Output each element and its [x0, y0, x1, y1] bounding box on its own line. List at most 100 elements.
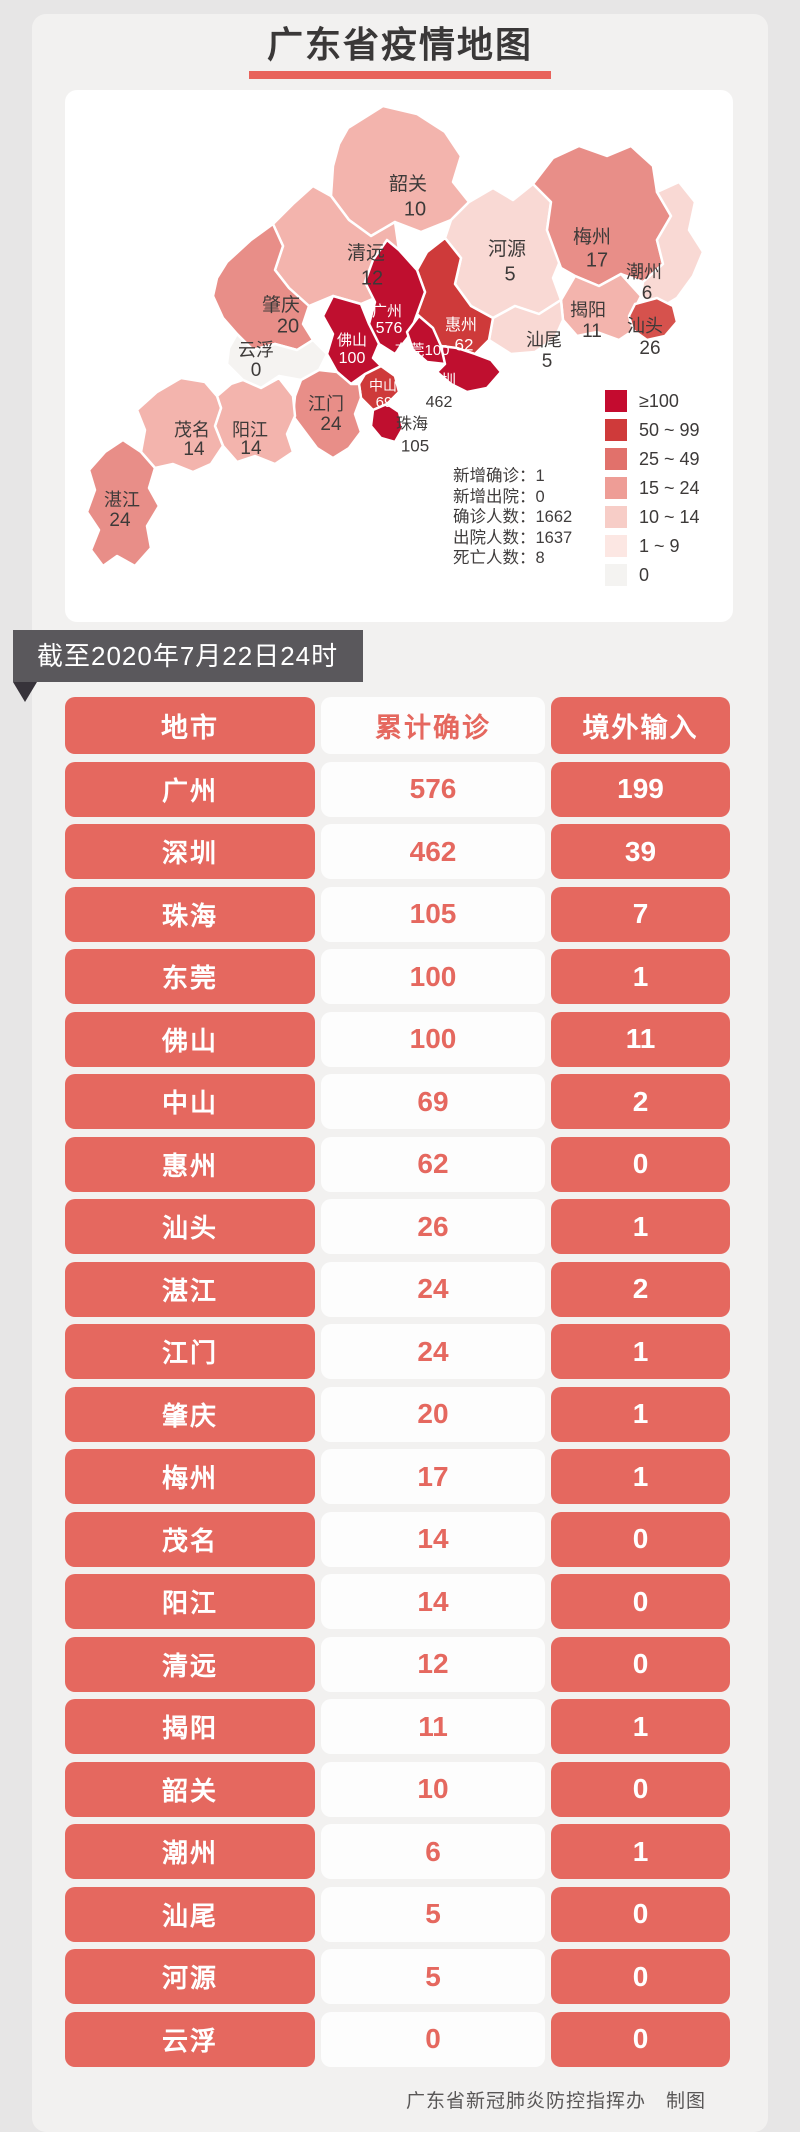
city-cell: 云浮 [65, 2011, 315, 2067]
map-region-label: 汕尾 [526, 330, 562, 350]
legend-item: 25 ~ 49 [605, 448, 700, 470]
city-cell: 汕尾 [65, 1886, 315, 1942]
map-region [321, 294, 383, 386]
title-underline [249, 71, 551, 79]
header-confirmed: 累计确诊 [321, 697, 545, 754]
table-row: 云浮 0 0 [65, 2011, 730, 2067]
table-row: 阳江 14 0 [65, 1574, 730, 1629]
city-cell: 深圳 [65, 824, 315, 879]
page-title: 广东省疫情地图 [266, 24, 533, 65]
table-row: 清远 12 0 [65, 1636, 730, 1692]
map-region [85, 438, 161, 568]
confirmed-cell: 17 [321, 1449, 545, 1504]
map-region [627, 296, 679, 342]
imported-cell: 199 [551, 761, 730, 817]
city-cell: 东莞 [65, 949, 315, 1004]
stat-line: 死亡人数：8 [453, 549, 545, 567]
table-row: 汕头 26 1 [65, 1199, 730, 1254]
confirmed-cell: 10 [321, 1761, 545, 1817]
confirmed-cell: 62 [321, 1136, 545, 1192]
imported-cell: 0 [551, 1136, 730, 1192]
city-cell: 清远 [65, 1636, 315, 1692]
city-cell: 中山 [65, 1074, 315, 1129]
city-data-table: 地市 累计确诊 境外输入 广州 576 199 深圳 462 39 珠海 105 7 东莞 100 1… [65, 697, 730, 2074]
legend-label: ≥100 [639, 390, 679, 411]
ribbon-fold [13, 682, 37, 702]
imported-cell: 1 [551, 1449, 730, 1504]
confirmed-cell: 576 [321, 761, 545, 817]
epidemic-map-card: 韶关 10 清远 12 河源 5 梅州 17 潮州 6 揭阳 11 汕头 26 汕尾 5 惠州 62 广州 576 东莞… [65, 90, 733, 622]
map-region [363, 238, 427, 356]
map-region-label: 11 [582, 321, 602, 342]
confirmed-cell: 24 [321, 1324, 545, 1379]
map-region-label: 清远 [347, 242, 385, 264]
header-city: 地市 [65, 697, 315, 754]
city-cell: 广州 [65, 761, 315, 817]
table-row: 深圳 462 39 [65, 824, 730, 879]
map-region-label: 62 [455, 335, 474, 354]
map-region-label: 24 [320, 414, 342, 435]
map-region-label: 26 [639, 338, 660, 359]
map-region-label: 梅州 [573, 226, 611, 248]
imported-cell: 39 [551, 824, 730, 879]
imported-cell: 11 [551, 1011, 730, 1067]
page-card: 广东省疫情地图 韶关 10 清远 12 河源 5 梅州 17 潮州 6 揭阳 11 汕头 26 汕尾 5 惠州 6… [13, 14, 768, 2132]
table-row: 揭阳 11 1 [65, 1699, 730, 1754]
imported-cell: 1 [551, 1699, 730, 1754]
table-row: 东莞 100 1 [65, 949, 730, 1004]
table-row: 梅州 17 1 [65, 1449, 730, 1504]
confirmed-cell: 6 [321, 1824, 545, 1879]
confirmed-cell: 69 [321, 1074, 545, 1129]
map-region-label: 462 [426, 394, 453, 411]
city-cell: 梅州 [65, 1449, 315, 1504]
map-region-label: 10 [404, 198, 426, 220]
map-region-label: 珠海 [396, 415, 428, 433]
table-row: 潮州 6 1 [65, 1824, 730, 1879]
confirmed-cell: 5 [321, 1886, 545, 1942]
map-region-label: 24 [109, 510, 131, 531]
legend-item: 0 [605, 564, 700, 586]
table-header-row: 地市 累计确诊 境外输入 [65, 697, 730, 754]
legend-label: 15 ~ 24 [639, 477, 700, 498]
imported-cell: 7 [551, 886, 730, 942]
city-cell: 茂名 [65, 1511, 315, 1567]
map-region [487, 298, 565, 356]
map-region-label: 河源 [488, 238, 526, 260]
imported-cell: 2 [551, 1074, 730, 1129]
map-region [135, 376, 225, 474]
legend-label: 1 ~ 9 [639, 535, 680, 556]
table-row: 肇庆 20 1 [65, 1386, 730, 1442]
city-cell: 肇庆 [65, 1386, 315, 1442]
map-region-label: 576 [376, 320, 403, 337]
legend-swatch [605, 564, 627, 586]
map-region-label: 14 [183, 439, 205, 460]
confirmed-cell: 26 [321, 1199, 545, 1254]
header-imported: 境外输入 [551, 697, 730, 754]
table-row: 河源 5 0 [65, 1949, 730, 2004]
table-row: 中山 69 2 [65, 1074, 730, 1129]
imported-cell: 1 [551, 1824, 730, 1879]
table-row: 珠海 105 7 [65, 886, 730, 942]
confirmed-cell: 0 [321, 2011, 545, 2067]
map-region-label: 0 [251, 360, 262, 381]
map-region-label: 105 [401, 436, 429, 455]
map-region-label: 6 [642, 283, 653, 304]
legend-item: 15 ~ 24 [605, 477, 700, 499]
header: 广东省疫情地图 [32, 26, 768, 79]
map-region-label: 14 [240, 438, 262, 459]
city-cell: 汕头 [65, 1199, 315, 1254]
legend-swatch [605, 390, 627, 412]
legend-item: 10 ~ 14 [605, 506, 700, 528]
stat-line: 确诊人数：1662 [453, 508, 573, 526]
map-region-label: 17 [586, 249, 608, 271]
map-region-label: 汕头 [627, 316, 663, 336]
imported-cell: 0 [551, 1886, 730, 1942]
legend-swatch [605, 448, 627, 470]
confirmed-cell: 12 [321, 1636, 545, 1692]
map-region-label: 20 [277, 315, 299, 337]
map-region-label: 深圳 [426, 372, 456, 389]
confirmed-cell: 5 [321, 1949, 545, 2004]
map-region-label: 茂名 [174, 420, 210, 440]
legend-swatch [605, 535, 627, 557]
map-region-label: 广州 [372, 303, 402, 320]
